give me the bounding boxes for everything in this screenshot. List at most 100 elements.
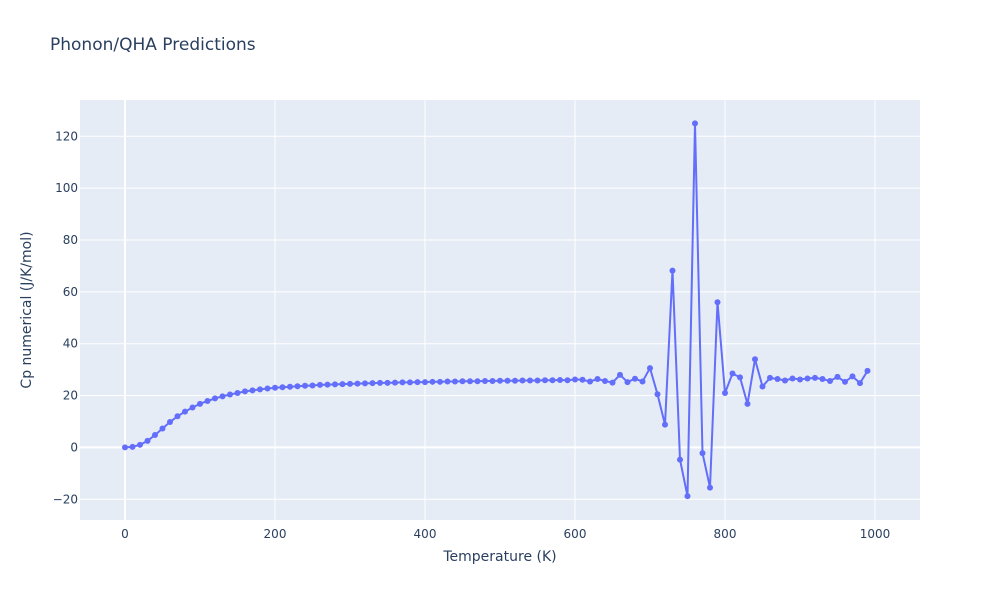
plot-area: [80, 100, 920, 520]
data-point: [864, 367, 871, 374]
data-point: [512, 377, 518, 384]
data-point: [707, 484, 713, 491]
data-point: [369, 380, 376, 387]
x-tick-labels: 0 200 400 600 800 1000: [121, 527, 890, 541]
data-point: [684, 493, 691, 500]
data-point: [662, 421, 668, 428]
data-point: [729, 370, 736, 377]
data-point: [317, 381, 323, 388]
x-tick-label: 400: [414, 527, 437, 541]
data-point: [489, 378, 496, 385]
data-point: [287, 383, 293, 390]
y-tick-label: −20: [53, 492, 78, 506]
y-tick-label: 20: [63, 389, 78, 403]
data-point: [752, 356, 758, 363]
data-point: [819, 375, 826, 382]
data-point: [549, 377, 556, 384]
data-point: [812, 374, 818, 381]
data-point: [669, 267, 676, 274]
data-point: [257, 386, 263, 393]
data-point: [624, 379, 631, 386]
data-point: [242, 388, 248, 395]
chart-title: Phonon/QHA Predictions: [50, 35, 256, 55]
data-point: [129, 443, 136, 450]
series-group: [122, 120, 871, 500]
data-point: [497, 377, 503, 384]
data-point: [264, 385, 271, 392]
data-point: [392, 379, 398, 386]
data-point: [137, 441, 143, 448]
data-point: [407, 379, 413, 386]
data-point: [564, 377, 571, 384]
data-point: [159, 425, 166, 432]
data-point: [647, 365, 653, 372]
data-point: [827, 378, 833, 385]
series-line: [124, 123, 869, 497]
data-point: [189, 404, 196, 411]
data-point: [504, 377, 511, 384]
data-point: [444, 378, 451, 385]
data-point: [294, 383, 301, 390]
data-point: [144, 437, 151, 444]
data-point: [722, 389, 728, 396]
data-point: [234, 389, 241, 396]
data-point: [849, 373, 856, 380]
x-tick-label: 200: [264, 527, 287, 541]
data-point: [324, 381, 331, 388]
data-point: [714, 299, 721, 306]
data-point: [677, 456, 683, 463]
x-tick-label: 0: [121, 527, 129, 541]
data-point: [609, 379, 616, 386]
data-point: [362, 380, 368, 387]
data-point: [542, 377, 548, 384]
data-point: [227, 391, 233, 398]
data-point: [759, 383, 766, 390]
data-point: [797, 376, 803, 383]
data-point: [459, 378, 466, 385]
data-point: [744, 400, 751, 407]
data-point: [377, 379, 383, 386]
y-gridlines: [80, 135, 920, 500]
data-point: [174, 413, 181, 420]
y-tick-labels: −20 0 20 40 60 80 100 120: [53, 129, 78, 506]
data-point: [737, 374, 743, 381]
data-point: [422, 379, 428, 386]
data-point: [782, 377, 788, 384]
data-point: [167, 419, 173, 425]
data-point: [534, 377, 541, 384]
x-axis-label: Temperature (K): [442, 549, 556, 565]
y-tick-label: 100: [55, 181, 78, 195]
data-point: [354, 380, 361, 387]
y-tick-label: 60: [63, 285, 78, 299]
data-point: [699, 450, 706, 457]
data-point: [654, 391, 661, 398]
data-point: [204, 398, 211, 404]
data-point: [309, 382, 316, 389]
data-point: [834, 373, 841, 380]
data-point: [587, 378, 593, 385]
data-point: [347, 380, 353, 387]
data-point: [632, 375, 638, 382]
data-point: [279, 384, 286, 391]
data-point: [399, 379, 406, 386]
y-tick-label: 120: [55, 129, 78, 143]
data-point: [152, 431, 158, 438]
y-tick-label: 40: [63, 337, 78, 351]
y-tick-label: 0: [70, 440, 78, 454]
data-point: [474, 378, 481, 385]
data-point: [249, 387, 256, 394]
data-point: [339, 381, 346, 388]
data-point: [429, 378, 436, 385]
x-tick-label: 600: [564, 527, 587, 541]
y-tick-label: 80: [63, 233, 78, 247]
data-point: [774, 375, 781, 382]
data-point: [557, 377, 563, 383]
data-point: [482, 378, 488, 385]
data-point: [842, 378, 848, 385]
data-point: [639, 378, 646, 385]
data-point: [527, 377, 533, 384]
data-point: [182, 408, 188, 415]
data-point: [122, 444, 128, 451]
data-point: [452, 378, 458, 385]
